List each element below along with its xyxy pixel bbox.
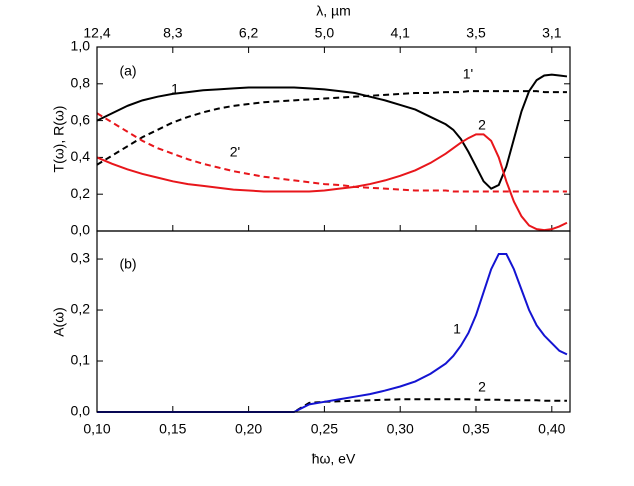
panel-label: (b) — [119, 256, 136, 272]
y-tick-label: 1,0 — [71, 38, 91, 54]
series-line — [96, 112, 567, 193]
x-tick-label: 0,10 — [83, 421, 110, 437]
y-axis-label: T(ω), R(ω) — [51, 106, 67, 173]
curve-label: 1 — [453, 321, 461, 337]
x-tick-label: 0,40 — [538, 421, 565, 437]
x-tick-label: 0,15 — [159, 421, 186, 437]
x2-tick-label: 3,5 — [466, 25, 486, 41]
y-tick-label: 0,1 — [71, 352, 91, 368]
x2-tick-label: 12,4 — [83, 25, 110, 41]
y-tick-label: 0,0 — [71, 222, 91, 238]
series-line — [96, 133, 568, 232]
series-line — [96, 90, 567, 166]
curve-label: 2 — [478, 379, 486, 395]
x-tick-label: 0,35 — [462, 421, 489, 437]
x-tick-label: 0,30 — [387, 421, 414, 437]
curve-label: 2 — [478, 117, 486, 133]
x2-tick-label: 8,3 — [163, 25, 183, 41]
y-tick-label: 0,6 — [71, 111, 91, 127]
plot-frame — [96, 230, 571, 413]
x2-tick-label: 4,1 — [390, 25, 410, 41]
x2-tick-label: 3,1 — [542, 25, 562, 41]
x2-tick-label: 5,0 — [315, 25, 335, 41]
y-tick-label: 0,4 — [71, 148, 91, 164]
y-axis-label: A(ω) — [51, 307, 67, 337]
x-tick-label: 0,25 — [311, 421, 338, 437]
x2-axis-label: λ, µm — [316, 3, 351, 19]
curve-label: 1' — [463, 66, 473, 82]
x-axis-label: ħω, eV — [312, 451, 356, 467]
y-tick-label: 0,3 — [71, 250, 91, 266]
curve-label: 1 — [171, 81, 179, 97]
panel-label: (a) — [119, 63, 136, 79]
y-tick-label: 0,2 — [71, 301, 91, 317]
y-tick-label: 0,2 — [71, 185, 91, 201]
plot-frame — [96, 46, 571, 232]
series-line — [97, 252, 568, 413]
x2-tick-label: 6,2 — [239, 25, 259, 41]
y-tick-label: 0,0 — [71, 403, 91, 419]
series-line — [97, 398, 567, 413]
x-tick-label: 0,20 — [235, 421, 262, 437]
series-line — [96, 73, 568, 190]
y-tick-label: 0,8 — [71, 75, 91, 91]
curve-label: 2' — [230, 144, 240, 160]
